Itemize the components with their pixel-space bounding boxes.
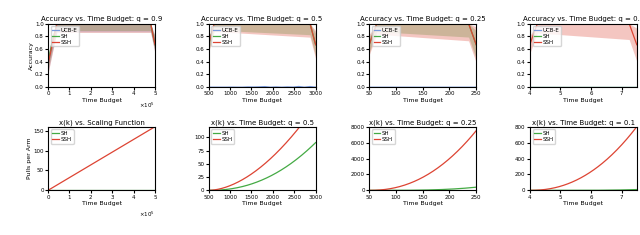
Y-axis label: Pulls per Arm: Pulls per Arm — [27, 138, 32, 179]
X-axis label: Time Budget: Time Budget — [242, 201, 282, 206]
Title: x(k) vs. Time Budget: q = 0.25: x(k) vs. Time Budget: q = 0.25 — [369, 120, 476, 126]
Title: x(k) vs. Scaling Function: x(k) vs. Scaling Function — [59, 120, 145, 126]
Y-axis label: Accuracy: Accuracy — [29, 41, 34, 70]
X-axis label: Time Budget: Time Budget — [242, 98, 282, 103]
Legend: SH, SSH: SH, SSH — [532, 129, 556, 144]
X-axis label: Time Budget: Time Budget — [403, 98, 443, 103]
Title: Accuracy vs. Time Budget: q = 0.5: Accuracy vs. Time Budget: q = 0.5 — [202, 16, 323, 22]
Legend: SH, SSH: SH, SSH — [51, 129, 74, 144]
Legend: SH, SSH: SH, SSH — [211, 129, 234, 144]
X-axis label: Time Budget: Time Budget — [81, 201, 122, 206]
Title: Accuracy vs. Time Budget: q = 0.25: Accuracy vs. Time Budget: q = 0.25 — [360, 16, 486, 22]
Legend: UCB-E, SH, SSH: UCB-E, SH, SSH — [372, 26, 401, 46]
Text: $\times10^5$: $\times10^5$ — [140, 209, 155, 219]
X-axis label: Time Budget: Time Budget — [563, 98, 604, 103]
X-axis label: Time Budget: Time Budget — [563, 201, 604, 206]
Title: Accuracy vs. Time Budget: q = 0.9: Accuracy vs. Time Budget: q = 0.9 — [41, 16, 162, 22]
Title: x(k) vs. Time Budget: q = 0.5: x(k) vs. Time Budget: q = 0.5 — [211, 120, 314, 126]
Legend: SH, SSH: SH, SSH — [372, 129, 395, 144]
Title: x(k) vs. Time Budget: q = 0.1: x(k) vs. Time Budget: q = 0.1 — [532, 120, 635, 126]
Legend: UCB-E, SH, SSH: UCB-E, SH, SSH — [51, 26, 79, 46]
Title: Accuracy vs. Time Budget: q = 0.1: Accuracy vs. Time Budget: q = 0.1 — [523, 16, 640, 22]
X-axis label: Time Budget: Time Budget — [403, 201, 443, 206]
X-axis label: Time Budget: Time Budget — [81, 98, 122, 103]
Text: $\times10^5$: $\times10^5$ — [140, 101, 155, 110]
Legend: UCB-E, SH, SSH: UCB-E, SH, SSH — [532, 26, 561, 46]
Legend: UCB-E, SH, SSH: UCB-E, SH, SSH — [211, 26, 240, 46]
